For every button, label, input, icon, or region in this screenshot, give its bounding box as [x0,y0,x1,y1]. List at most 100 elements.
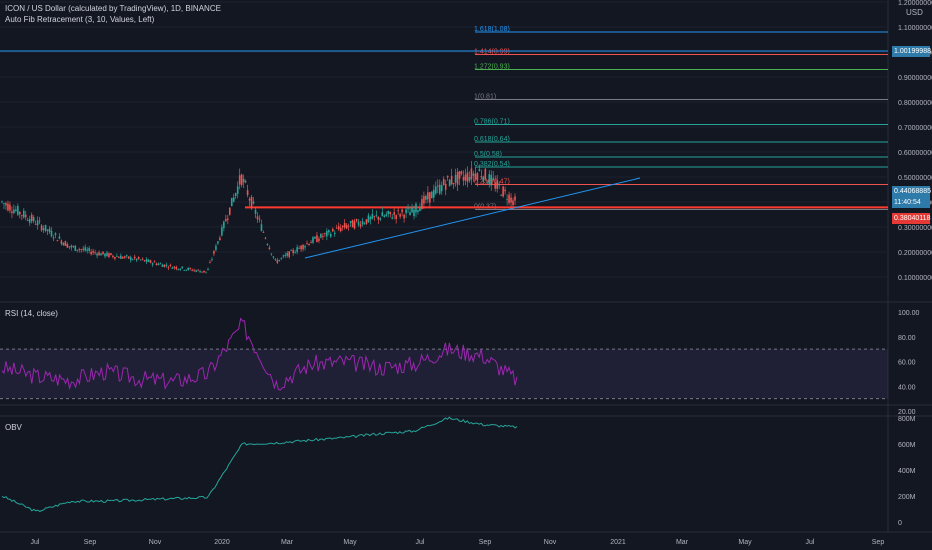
candle-body [13,209,15,214]
candle-body [151,263,154,265]
candle-body [286,253,289,256]
candle-body [171,267,174,269]
candle-body [157,263,160,265]
candle-body [371,213,374,219]
candle-body [502,186,504,197]
candle-body [242,178,245,183]
price-tag-countdown: 11:40:54 [892,197,930,208]
candle-body [278,259,281,262]
indicator-title[interactable]: Auto Fib Retracement (3, 10, Values, Lef… [5,15,155,24]
price-tag-fib-high: 1.00199988 [892,46,931,57]
candle-body [52,237,55,239]
candle-body [106,252,108,256]
candle-body [258,218,261,220]
candle-body [228,207,231,215]
candle-body [488,174,491,185]
candle-body [405,209,407,214]
candle-body [347,225,350,227]
candle-body [365,219,368,224]
axes: 1.200000001.100000001.000000000.90000000… [31,0,932,546]
candle-body [413,209,415,217]
rsi-line [1,317,518,391]
trend-line [304,177,641,259]
candle-body [7,203,9,211]
candle-body [125,255,128,257]
candle-body [274,259,277,260]
candle-body [514,196,516,201]
candle-body [147,259,150,262]
candle-body [64,241,67,246]
candle-body [504,189,506,192]
candle-body [143,260,146,262]
candle-body [470,168,473,180]
candle-body [355,219,358,221]
candle-body [425,195,427,200]
time-tick-label: Jul [806,539,815,546]
candle-body [236,186,239,194]
candle-body [248,198,251,201]
candle-body [298,248,300,249]
obv-tick-label: 600M [898,442,916,449]
candle-body [9,204,11,211]
obv-line [1,416,518,512]
candle-body [373,216,376,217]
candle-body [361,221,364,225]
symbol-title[interactable]: ICON / US Dollar (calculated by TradingV… [5,4,221,13]
candle-body [385,214,388,217]
candle-body [159,263,162,265]
candle-body [387,210,390,215]
candle-body [155,263,158,265]
candle-body [230,197,233,207]
candle-body [120,255,122,259]
candle-body [238,175,241,185]
obv-title[interactable]: OBV [5,423,22,432]
candle-body [383,215,386,217]
candle-body [197,269,199,271]
candle-body [474,173,477,180]
candle-body [508,194,510,204]
candle-body [300,245,302,250]
candle-body [314,236,316,239]
candle-body [199,271,201,273]
candle-body [341,225,344,228]
fib-label: 1.272(0.93) [474,64,510,71]
candle-body [62,242,65,246]
candle-body [427,192,429,200]
candle-body [333,232,336,235]
candle-body [84,247,86,251]
candle-body [377,216,380,220]
fib-levels: 1.618(1.08) 1.414(0.99) 1.272(0.93) 1(0.81)… [0,26,888,259]
candle-body [337,226,340,230]
candle-body [98,252,100,256]
candle-body [284,254,287,256]
candle-body [375,215,378,217]
fib-label: 0.382(0.54) [474,161,510,168]
rsi-title[interactable]: RSI (14, close) [5,309,58,318]
candle-body [28,219,31,223]
price-tag-last: 0.44068885 [892,186,931,197]
fib-label: 0.5(0.58) [474,151,502,158]
time-tick-label: Sep [84,539,97,546]
candle-body [72,246,75,248]
candle-body [211,259,213,261]
candle-body [407,208,409,210]
candle-body [391,217,394,219]
obv-tick-label: 200M [898,494,916,501]
time-tick-label: Sep [479,539,492,546]
rsi-tick-label: 100.00 [898,310,920,317]
rsi-tick-label: 40.00 [898,384,916,391]
candle-body [34,223,37,225]
time-tick-label: May [738,539,752,546]
candle-body [367,215,370,223]
candle-body [30,214,33,222]
candle-body [122,256,124,259]
price-tick-label: 0.90000000 [898,75,932,82]
candle-body [292,250,294,254]
candle-body [48,228,51,233]
candle-body [345,225,348,229]
candle-body [294,252,296,254]
time-tick-label: Mar [676,539,689,546]
candle-body [246,190,249,196]
candle-body [389,211,392,215]
